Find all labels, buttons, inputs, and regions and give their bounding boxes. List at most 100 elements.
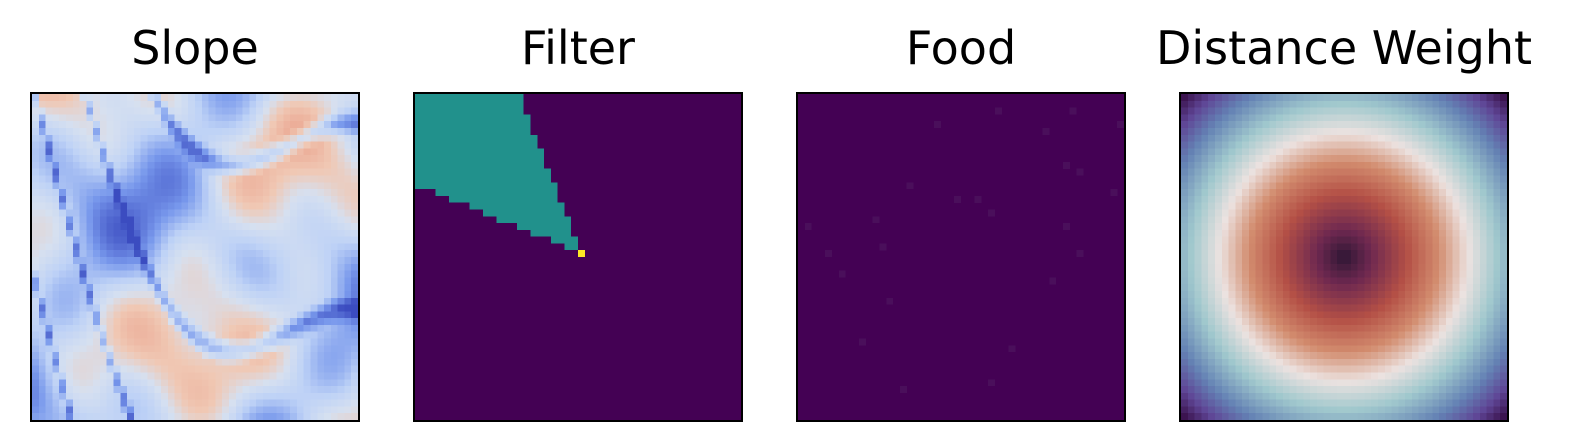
filter-cell: [442, 399, 450, 407]
slope-cell: [201, 270, 209, 278]
filter-cell: [734, 175, 741, 183]
slope-cell: [201, 406, 209, 414]
filter-cell: [713, 324, 721, 332]
filter-cell: [482, 189, 490, 197]
slope-cell: [174, 297, 182, 305]
filter-cell: [557, 209, 565, 217]
slope-cell: [127, 406, 135, 414]
slope-cell: [249, 318, 257, 326]
slope-cell: [283, 290, 291, 298]
slope-cell: [127, 189, 135, 197]
slope-cell: [113, 100, 121, 108]
slope-cell: [59, 304, 67, 312]
slope-cell: [59, 195, 67, 203]
slope-cell: [310, 127, 318, 135]
filter-cell: [734, 250, 741, 258]
filter-cell: [734, 338, 741, 346]
slope-cell: [52, 216, 60, 224]
slope-cell: [262, 168, 270, 176]
slope-cell: [93, 358, 101, 366]
slope-cell: [120, 236, 128, 244]
slope-cell: [147, 209, 155, 217]
slope-cell: [222, 352, 230, 360]
filter-cell: [700, 175, 708, 183]
slope-cell: [249, 148, 257, 156]
filter-cell: [550, 223, 558, 230]
slope-cell: [242, 189, 250, 197]
filter-cell: [442, 277, 450, 285]
food-cell: [1117, 134, 1124, 142]
filter-cell: [578, 379, 585, 387]
filter-cell: [707, 345, 714, 353]
filter-cell: [415, 358, 422, 366]
filter-cell: [720, 406, 728, 414]
slope-cell: [72, 331, 80, 339]
slope-cell: [235, 107, 243, 115]
food-cell: [1001, 100, 1009, 108]
slope-cell: [256, 114, 264, 122]
filter-cell: [679, 127, 687, 135]
filter-cell: [503, 107, 511, 115]
slope-cell: [344, 365, 352, 373]
filter-cell: [537, 100, 545, 108]
filter-cell: [700, 229, 708, 237]
slope-cell: [262, 399, 270, 407]
filter-cell: [564, 175, 572, 183]
slope-cell: [181, 386, 189, 393]
filter-cell: [720, 107, 728, 115]
slope-cell: [296, 134, 304, 142]
filter-cell: [489, 114, 497, 122]
filter-cell: [550, 182, 558, 190]
filter-cell: [557, 161, 565, 169]
filter-cell: [632, 94, 640, 101]
filter-cell: [564, 338, 572, 346]
filter-cell: [584, 345, 592, 353]
filter-cell: [673, 358, 681, 366]
food-cell: [811, 107, 819, 115]
slope-cell: [154, 216, 162, 224]
filter-cell: [496, 134, 504, 142]
filter-cell: [618, 182, 626, 190]
food-cell: [906, 134, 914, 142]
filter-cell: [720, 114, 728, 122]
slope-cell: [201, 161, 209, 169]
filter-cell: [693, 107, 701, 115]
slope-cell: [32, 324, 39, 332]
filter-cell: [557, 257, 565, 264]
filter-cell: [673, 195, 681, 203]
filter-cell: [727, 202, 735, 210]
filter-cell: [523, 277, 531, 285]
filter-cell: [496, 250, 504, 258]
filter-cell: [713, 141, 721, 149]
slope-cell: [59, 324, 67, 332]
slope-cell: [79, 216, 87, 224]
slope-cell: [59, 182, 67, 190]
slope-cell: [201, 257, 209, 264]
filter-cell: [482, 318, 490, 326]
filter-cell: [713, 270, 721, 278]
slope-cell: [242, 257, 250, 264]
filter-cell: [727, 263, 735, 271]
slope-cell: [32, 379, 39, 387]
filter-cell: [707, 304, 714, 312]
filter-cell: [639, 324, 647, 332]
filter-cell: [591, 189, 599, 197]
slope-cell: [133, 202, 141, 210]
food-cell: [920, 107, 928, 115]
slope-cell: [52, 250, 60, 258]
food-cell: [920, 100, 928, 108]
filter-cell: [564, 297, 572, 305]
filter-cell: [673, 372, 681, 380]
slope-cell: [242, 250, 250, 258]
filter-cell: [618, 161, 626, 169]
slope-cell: [337, 182, 345, 190]
slope-cell: [337, 372, 345, 380]
filter-cell: [421, 413, 429, 420]
filter-cell: [605, 168, 613, 176]
slope-cell: [296, 324, 304, 332]
filter-cell: [557, 216, 565, 224]
filter-cell: [632, 290, 640, 298]
slope-cell: [106, 155, 114, 163]
filter-cell: [476, 161, 484, 169]
filter-cell: [605, 263, 613, 271]
